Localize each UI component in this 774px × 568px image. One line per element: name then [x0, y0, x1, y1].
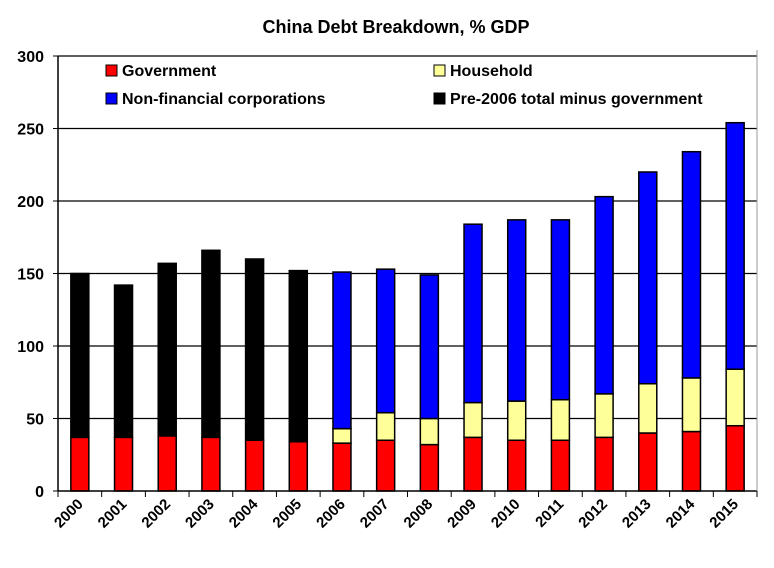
bar-household	[332, 427, 352, 444]
x-tick-label: 2000	[51, 496, 87, 532]
bar-government	[70, 436, 90, 492]
bar-government	[113, 436, 134, 492]
x-tick-label: 2008	[401, 496, 437, 532]
x-tick-label: 2015	[706, 496, 742, 532]
x-tick-label: 2013	[619, 496, 655, 532]
bar-household	[506, 400, 527, 442]
bar-government	[638, 432, 658, 492]
bar-non-financial-corporations	[332, 271, 352, 430]
y-tick-label: 200	[17, 194, 44, 211]
bar-government	[463, 436, 483, 492]
legend-swatch	[105, 92, 118, 105]
legend-swatch	[105, 64, 118, 77]
bar-non-financial-corporations	[550, 219, 571, 401]
legend: Government Household Non-financial corpora…	[105, 63, 703, 108]
bar-government	[288, 440, 309, 492]
bar-household	[638, 382, 658, 434]
bar-government	[375, 439, 396, 492]
y-tick-label: 100	[17, 339, 44, 356]
y-tick-label: 250	[17, 122, 44, 139]
bar-non-financial-corporations	[725, 121, 745, 370]
bar-government	[594, 436, 614, 492]
x-tick-label: 2001	[95, 496, 131, 532]
bar-pre-2006-total-minus-government	[70, 272, 90, 439]
bar-government	[157, 435, 177, 492]
legend-swatch	[433, 64, 446, 77]
bar-non-financial-corporations	[506, 219, 527, 402]
legend-label: Household	[450, 63, 533, 80]
legend-label: Pre-2006 total minus government	[450, 91, 703, 108]
y-tick-label: 150	[17, 267, 44, 284]
bar-government	[725, 425, 745, 492]
bar-pre-2006-total-minus-government	[244, 258, 265, 441]
bar-household	[725, 368, 745, 427]
y-tick-label: 300	[17, 49, 44, 66]
bar-pre-2006-total-minus-government	[288, 269, 309, 443]
bar-non-financial-corporations	[463, 223, 483, 404]
chart-title: China Debt Breakdown, % GDP	[262, 17, 529, 37]
bar-household	[375, 411, 396, 442]
legend-swatch	[433, 92, 446, 105]
x-tick-label: 2005	[269, 496, 305, 532]
x-tick-label: 2004	[226, 495, 262, 531]
y-tick-label: 50	[26, 412, 44, 429]
bar-non-financial-corporations	[681, 150, 702, 379]
bar-household	[681, 377, 702, 433]
legend-label: Non-financial corporations	[122, 91, 326, 108]
bar-household	[463, 401, 483, 439]
bar-non-financial-corporations	[638, 171, 658, 385]
x-tick-label: 2010	[488, 496, 524, 532]
bar-government	[419, 443, 440, 492]
x-tick-label: 2007	[357, 496, 393, 532]
x-tick-label: 2003	[182, 496, 218, 532]
bar-government	[681, 430, 702, 492]
bar-non-financial-corporations	[419, 274, 440, 420]
x-tick-label: 2014	[663, 495, 699, 531]
bar-pre-2006-total-minus-government	[113, 284, 134, 439]
x-tick-label: 2002	[138, 496, 174, 532]
bar-household	[419, 417, 440, 446]
bar-household	[594, 393, 614, 439]
bar-pre-2006-total-minus-government	[201, 249, 221, 439]
bar-government	[506, 439, 527, 492]
bar-non-financial-corporations	[594, 195, 614, 395]
bar-non-financial-corporations	[375, 268, 396, 414]
x-tick-label: 2009	[444, 496, 480, 532]
bar-government	[244, 439, 265, 492]
bar-household	[550, 398, 571, 441]
x-tick-label: 2011	[532, 496, 567, 531]
x-tick-label: 2012	[575, 496, 611, 532]
x-tick-label: 2006	[313, 496, 349, 532]
bar-government	[550, 439, 571, 492]
bar-pre-2006-total-minus-government	[157, 262, 177, 437]
bars	[70, 121, 745, 492]
y-tick-label: 0	[35, 484, 44, 501]
legend-label: Government	[122, 63, 217, 80]
bar-government	[332, 442, 352, 492]
bar-government	[201, 436, 221, 492]
